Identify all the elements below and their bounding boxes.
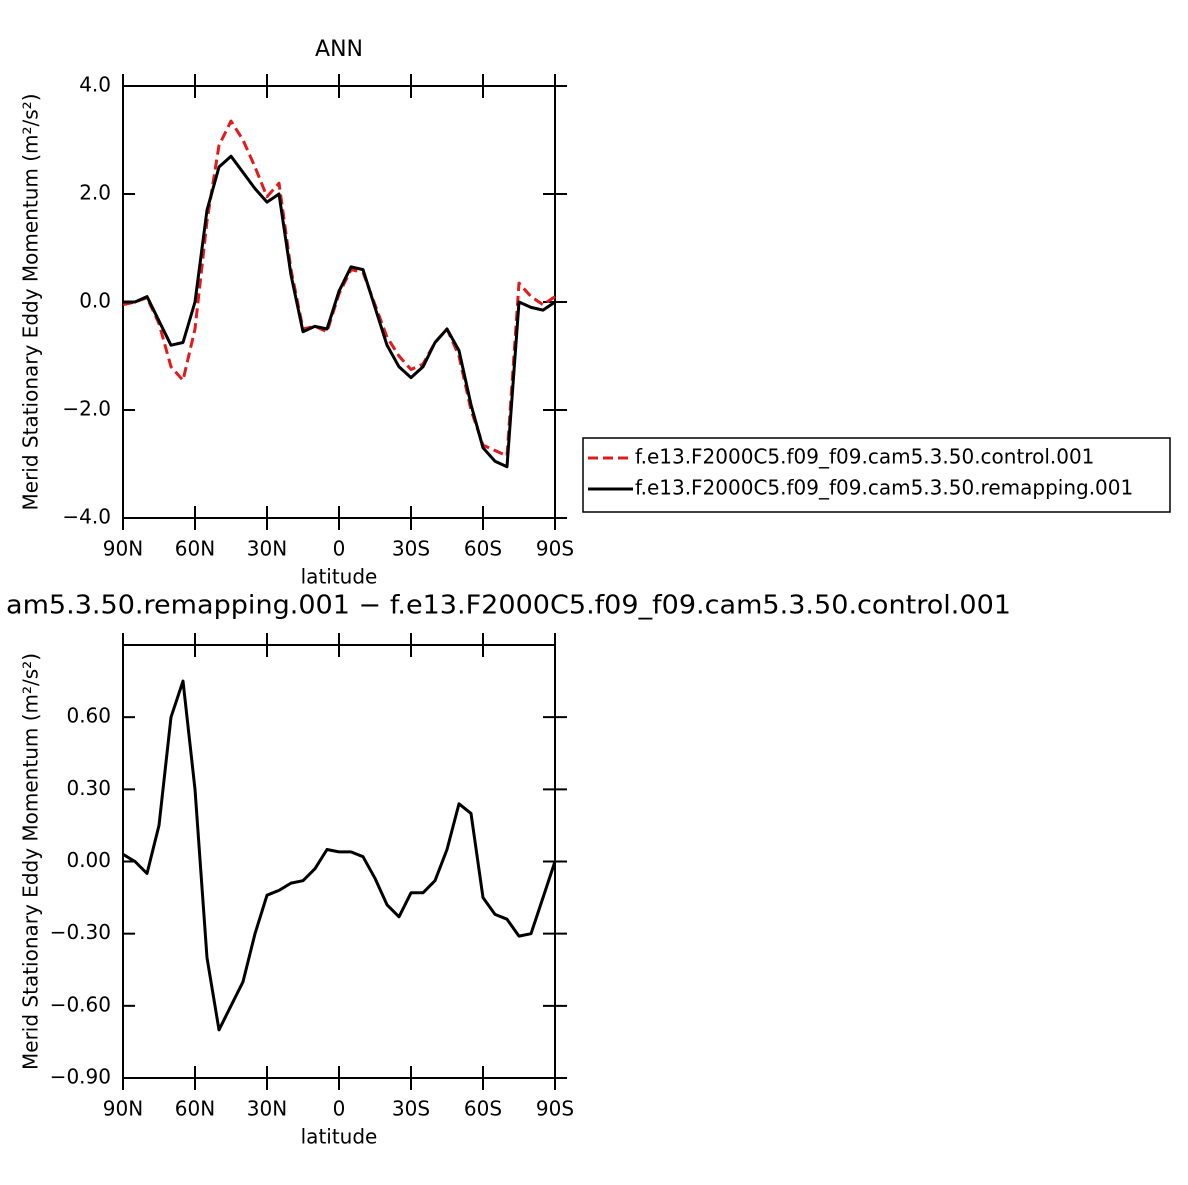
x-axis-label: latitude (301, 565, 378, 589)
data-line (122, 679, 557, 1032)
y-tick-label: 0.30 (66, 776, 111, 800)
x-tick-label: 60N (175, 537, 215, 561)
x-tick-label: 0 (333, 537, 346, 561)
y-tick-label: 0.0 (79, 289, 111, 313)
x-tick-label: 30N (247, 537, 287, 561)
legend-label: f.e13.F2000C5.f09_f09.cam5.3.50.remappin… (635, 476, 1133, 500)
y-tick-label: 0.00 (66, 848, 111, 872)
y-tick-label: −0.30 (50, 920, 111, 944)
x-tick-label: 60S (464, 537, 502, 561)
x-tick-label: 90N (103, 537, 143, 561)
plot-frame (122, 644, 556, 1079)
x-tick-label: 90N (103, 1097, 143, 1121)
x-tick-label: 60S (464, 1097, 502, 1121)
y-tick-label: −4.0 (62, 505, 111, 529)
x-tick-label: 60N (175, 1097, 215, 1121)
chart-title: am5.3.50.remapping.001 − f.e13.F2000C5.f… (6, 591, 1011, 621)
x-tick-label: 90S (536, 537, 574, 561)
x-tick-label: 30S (392, 537, 430, 561)
legend-box (582, 437, 1171, 513)
x-axis-label: latitude (301, 1125, 378, 1149)
data-line (123, 154, 556, 469)
y-tick-label: 4.0 (79, 73, 111, 97)
y-tick-label: 2.0 (79, 181, 111, 205)
y-axis-label: Merid Stationary Eddy Momentum (m²/s²) (19, 94, 43, 511)
x-tick-label: 0 (333, 1097, 346, 1121)
y-tick-label: −0.60 (50, 992, 111, 1016)
y-tick-label: 0.60 (66, 704, 111, 728)
x-tick-label: 90S (536, 1097, 574, 1121)
plot-frame (122, 85, 556, 519)
chart-title: ANN (315, 37, 363, 62)
y-tick-label: −0.90 (50, 1065, 111, 1089)
x-tick-label: 30N (247, 1097, 287, 1121)
x-tick-label: 30S (392, 1097, 430, 1121)
y-tick-label: −2.0 (62, 397, 111, 421)
y-axis-label: Merid Stationary Eddy Momentum (m²/s²) (19, 653, 43, 1070)
legend-label: f.e13.F2000C5.f09_f09.cam5.3.50.control.… (635, 445, 1094, 469)
